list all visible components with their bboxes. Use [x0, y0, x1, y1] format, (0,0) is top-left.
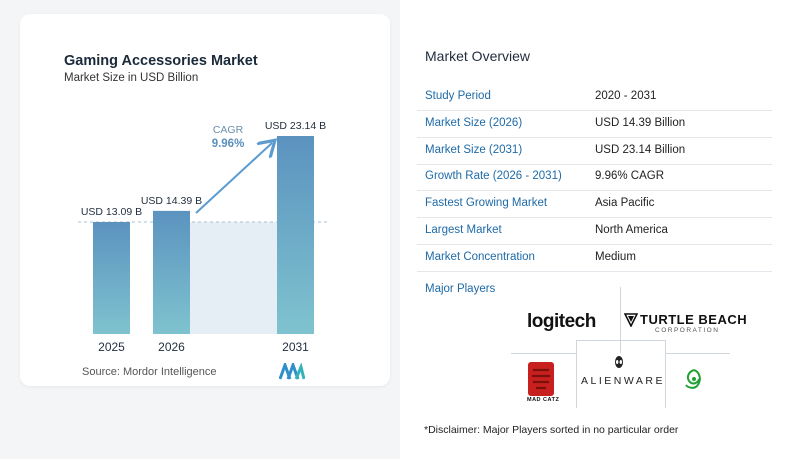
bar-chart: USD 13.09 B 2025 USD 14.39 B 2026 USD 23.14 …: [78, 120, 330, 354]
overview-row-key: Market Concentration: [425, 251, 535, 263]
overview-row: Market Size (2031) USD 23.14 Billion: [417, 138, 772, 165]
overview-row-value: 2020 - 2031: [595, 90, 657, 102]
grid-divider: [511, 353, 576, 354]
data-label-2031: USD 23.14 B: [265, 120, 326, 132]
turtle-beach-icon: [624, 313, 638, 327]
data-label-2026: USD 14.39 B: [141, 195, 202, 207]
razer-snake-icon: [685, 369, 701, 389]
growth-area: [190, 221, 277, 334]
mad-catz-label: MAD CATZ: [527, 397, 560, 403]
overview-row: Fastest Growing Market Asia Pacific: [417, 191, 772, 218]
market-overview-panel: [400, 0, 800, 459]
cagr-label: CAGR: [213, 124, 244, 136]
overview-row: Growth Rate (2026 - 2031) 9.96% CAGR: [417, 164, 772, 191]
x-tick-2031: 2031: [282, 340, 309, 354]
logitech-logo: logitech: [527, 311, 596, 332]
bar-2031: [277, 136, 314, 334]
overview-row-value: North America: [595, 224, 668, 236]
overview-row-value: 9.96% CAGR: [595, 170, 665, 182]
mordor-logo-icon: [279, 363, 305, 380]
grid-divider: [576, 340, 577, 408]
overview-row-key: Market Size (2031): [425, 144, 523, 156]
bar-2026: [153, 210, 190, 334]
overview-row-key: Study Period: [425, 90, 491, 102]
x-tick-2026: 2026: [158, 340, 185, 354]
chart-subtitle: Market Size in USD Billion: [64, 72, 199, 84]
overview-row-key: Largest Market: [425, 224, 502, 236]
growth-arrow: [195, 143, 272, 214]
overview-row-value: Medium: [595, 251, 636, 263]
cagr-value: 9.96%: [212, 138, 245, 150]
grid-divider: [665, 340, 666, 408]
alienware-logo: ALIENWARE: [581, 375, 665, 387]
data-label-2025: USD 13.09 B: [81, 206, 142, 218]
overview-title: Market Overview: [425, 48, 531, 64]
overview-row: Largest Market North America: [417, 218, 772, 245]
turtle-beach-sublabel: CORPORATION: [655, 327, 720, 334]
major-players-label: Major Players: [425, 283, 496, 295]
overview-row-value: USD 14.39 Billion: [595, 117, 686, 129]
x-tick-2025: 2025: [98, 340, 125, 354]
overview-row: Study Period 2020 - 2031: [417, 84, 772, 111]
overview-row-key: Fastest Growing Market: [425, 197, 548, 209]
grid-divider: [665, 353, 730, 354]
turtle-beach-logo: TURTLE BEACH: [640, 312, 748, 327]
grid-divider: [576, 340, 665, 341]
mad-catz-icon: [528, 362, 554, 396]
source-note: Source: Mordor Intelligence: [82, 366, 217, 378]
bar-2025: [93, 221, 130, 334]
overview-row-value: Asia Pacific: [595, 197, 655, 209]
grid-divider: [620, 287, 621, 353]
overview-row-value: USD 23.14 Billion: [595, 144, 686, 156]
chart-title: Gaming Accessories Market: [64, 53, 258, 69]
overview-row: Market Concentration Medium: [417, 245, 772, 272]
alienware-head-icon: [615, 356, 623, 368]
overview-row-key: Market Size (2026): [425, 117, 523, 129]
overview-row-key: Growth Rate (2026 - 2031): [425, 170, 562, 182]
disclaimer: *Disclaimer: Major Players sorted in no …: [424, 424, 679, 436]
overview-row: Market Size (2026) USD 14.39 Billion: [417, 111, 772, 138]
